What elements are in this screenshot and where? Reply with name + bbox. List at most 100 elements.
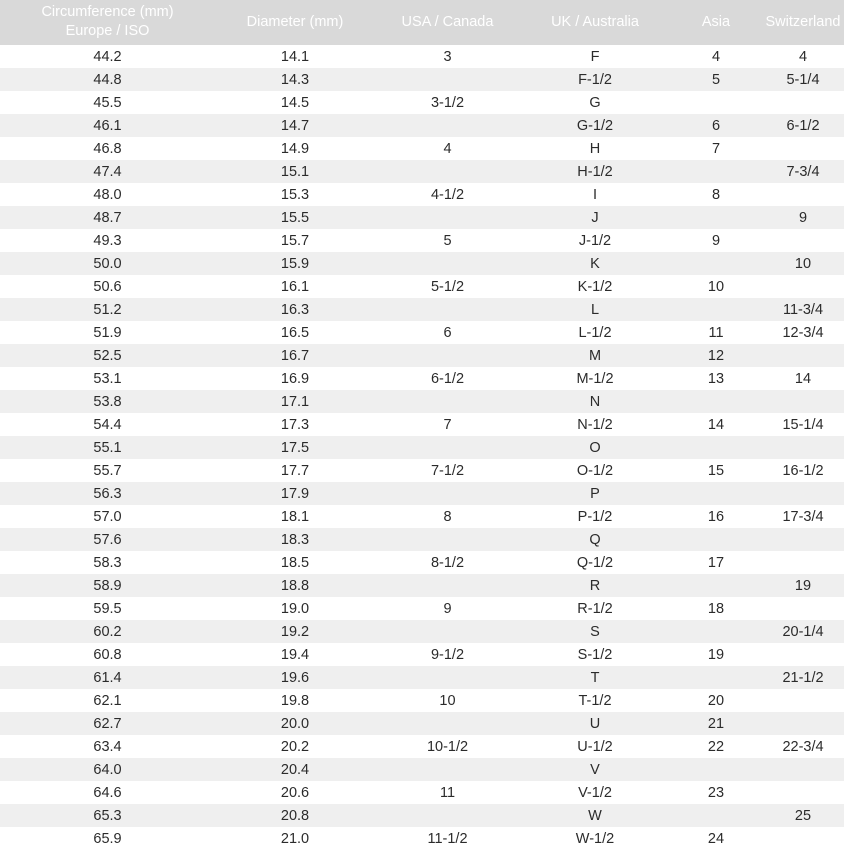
cell-switzerland: 12-3/4: [782, 324, 824, 341]
cell-switzerland: [762, 482, 844, 505]
cell-asia: [670, 666, 762, 689]
cell-circumference: 53.8: [93, 393, 122, 410]
cell-usa-canada: 10-1/2: [426, 738, 469, 755]
cell-usa-canada: 5: [443, 232, 452, 249]
table-row: 56.3 17.9 P: [0, 482, 844, 505]
cell-diameter: 14.5: [280, 94, 310, 111]
cell-switzerland: 19: [794, 577, 812, 594]
table-row: 55.7 17.7 7-1/2 O-1/2 15 16-1/2: [0, 459, 844, 482]
column-header-switzerland-line1: Switzerland: [765, 13, 841, 30]
cell-uk-australia: S: [590, 623, 600, 640]
table-row: 54.4 17.3 7 N-1/2 14 15-1/4: [0, 413, 844, 436]
cell-usa-canada: 7: [443, 416, 452, 433]
cell-asia: [670, 436, 762, 459]
cell-circumference: 58.3: [93, 554, 122, 571]
cell-usa-canada: 6-1/2: [430, 370, 465, 387]
cell-usa-canada: 8-1/2: [430, 554, 465, 571]
cell-uk-australia: F-1/2: [578, 71, 612, 88]
table-row: 50.0 15.9 K 10: [0, 252, 844, 275]
table-row: 45.5 14.5 3-1/2 G: [0, 91, 844, 114]
cell-diameter: 20.4: [280, 761, 310, 778]
cell-switzerland: 15-1/4: [782, 416, 824, 433]
cell-diameter: 15.9: [280, 255, 310, 272]
table-row: 53.8 17.1 N: [0, 390, 844, 413]
cell-circumference: 58.9: [93, 577, 122, 594]
cell-diameter: 17.7: [280, 462, 310, 479]
cell-circumference: 45.5: [93, 94, 122, 111]
cell-switzerland: 10: [794, 255, 812, 272]
table-row: 53.1 16.9 6-1/2 M-1/2 13 14: [0, 367, 844, 390]
cell-asia: 4: [711, 48, 721, 65]
cell-switzerland: 7-3/4: [786, 163, 820, 180]
cell-usa-canada: [375, 390, 520, 413]
table-row: 57.0 18.1 8 P-1/2 16 17-3/4: [0, 505, 844, 528]
cell-switzerland: [762, 643, 844, 666]
table-body: 44.2 14.1 3 F 4 4 44.8 14.3 F-1/2 5 5-1/4 45.5 14.5 3…: [0, 45, 844, 850]
cell-usa-canada: 9-1/2: [430, 646, 465, 663]
cell-switzerland: 17-3/4: [782, 508, 824, 525]
cell-switzerland: [762, 689, 844, 712]
cell-circumference: 60.2: [93, 623, 122, 640]
cell-asia: 6: [711, 117, 721, 134]
cell-uk-australia: V-1/2: [578, 784, 612, 801]
cell-circumference: 63.4: [93, 738, 122, 755]
cell-usa-canada: [375, 436, 520, 459]
cell-diameter: 15.3: [280, 186, 310, 203]
cell-diameter: 14.3: [280, 71, 310, 88]
cell-uk-australia: M-1/2: [576, 370, 614, 387]
cell-asia: 21: [707, 715, 725, 732]
cell-switzerland: 4: [798, 48, 808, 65]
cell-circumference: 44.2: [93, 48, 122, 65]
column-header-switzerland: Switzerland: [762, 0, 844, 45]
cell-switzerland: [762, 712, 844, 735]
cell-usa-canada: [375, 344, 520, 367]
cell-asia: 20: [707, 692, 725, 709]
cell-circumference: 44.8: [93, 71, 122, 88]
cell-asia: [670, 620, 762, 643]
cell-switzerland: 6-1/2: [786, 117, 820, 134]
cell-usa-canada: 6: [443, 324, 452, 341]
table-row: 60.8 19.4 9-1/2 S-1/2 19: [0, 643, 844, 666]
cell-diameter: 20.2: [280, 738, 310, 755]
cell-uk-australia: K-1/2: [577, 278, 613, 295]
table-row: 63.4 20.2 10-1/2 U-1/2 22 22-3/4: [0, 735, 844, 758]
cell-switzerland: 20-1/4: [782, 623, 824, 640]
column-header-uk-australia-line1: UK / Australia: [551, 13, 639, 30]
cell-circumference: 55.7: [93, 462, 122, 479]
cell-uk-australia: R-1/2: [577, 600, 613, 617]
cell-usa-canada: 8: [443, 508, 452, 525]
cell-switzerland: 14: [794, 370, 812, 387]
column-header-uk-australia: UK / Australia: [520, 0, 670, 45]
cell-usa-canada: 9: [443, 600, 452, 617]
table-row: 60.2 19.2 S 20-1/4: [0, 620, 844, 643]
cell-usa-canada: 5-1/2: [430, 278, 465, 295]
table-row: 44.2 14.1 3 F 4 4: [0, 45, 844, 68]
cell-uk-australia: M: [588, 347, 602, 364]
cell-diameter: 15.5: [280, 209, 310, 226]
column-header-diameter: Diameter (mm): [215, 0, 375, 45]
cell-usa-canada: [375, 482, 520, 505]
cell-asia: 16: [707, 508, 725, 525]
cell-switzerland: [762, 781, 844, 804]
cell-circumference: 57.6: [93, 531, 122, 548]
cell-usa-canada: [375, 114, 520, 137]
cell-usa-canada: 11-1/2: [427, 830, 468, 847]
cell-uk-australia: L-1/2: [578, 324, 612, 341]
cell-asia: [670, 206, 762, 229]
cell-uk-australia: W-1/2: [575, 830, 615, 847]
cell-asia: 19: [707, 646, 725, 663]
cell-circumference: 49.3: [93, 232, 122, 249]
cell-asia: [670, 574, 762, 597]
cell-uk-australia: H-1/2: [577, 163, 613, 180]
table-row: 50.6 16.1 5-1/2 K-1/2 10: [0, 275, 844, 298]
column-header-diameter-line1: Diameter (mm): [246, 13, 344, 30]
cell-diameter: 18.8: [280, 577, 310, 594]
cell-circumference: 55.1: [93, 439, 122, 456]
cell-usa-canada: [375, 68, 520, 91]
cell-uk-australia: J-1/2: [578, 232, 612, 249]
cell-usa-canada: [375, 758, 520, 781]
table-row: 55.1 17.5 O: [0, 436, 844, 459]
cell-circumference: 51.9: [93, 324, 122, 341]
cell-asia: 17: [707, 554, 725, 571]
cell-circumference: 65.9: [93, 830, 122, 847]
